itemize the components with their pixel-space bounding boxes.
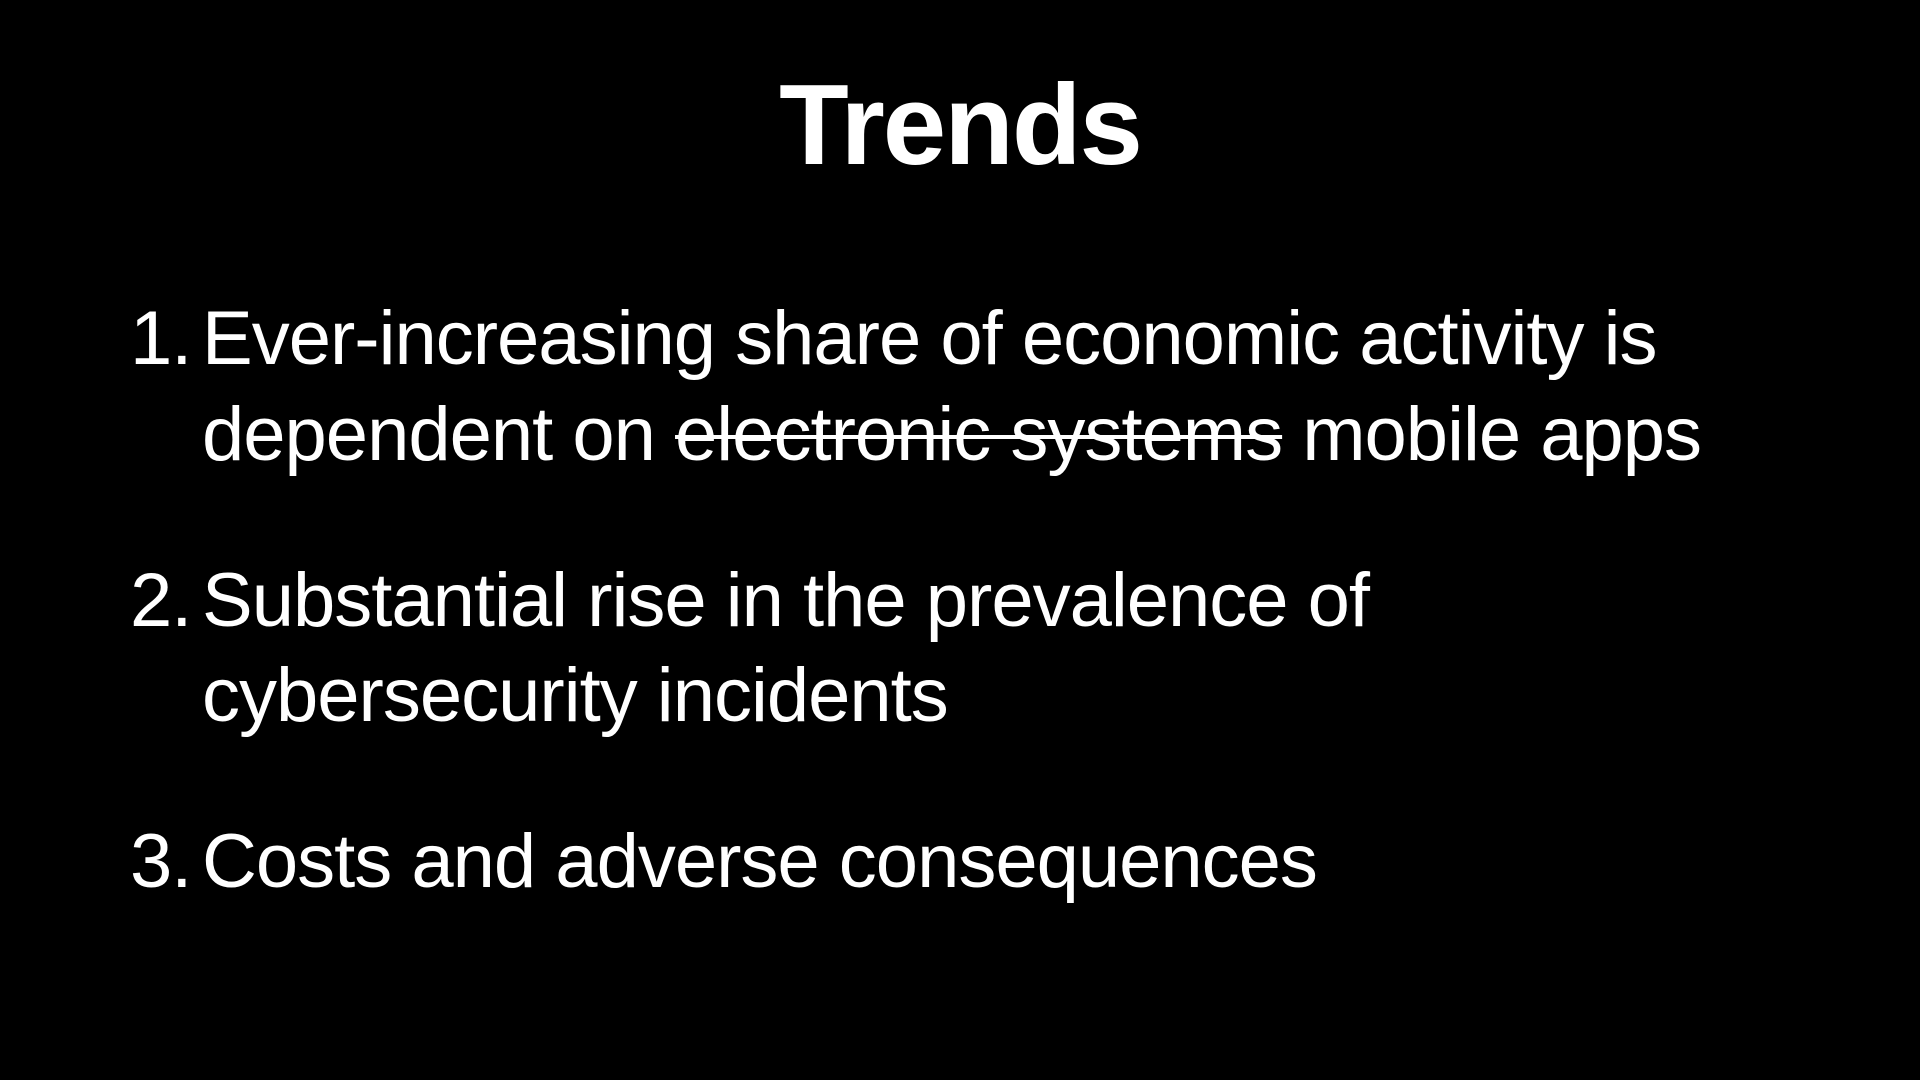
item-prefix: Costs and adverse consequences xyxy=(202,819,1317,904)
item-prefix: Substantial rise in the prevalence of cy… xyxy=(202,558,1369,739)
item-suffix: mobile apps xyxy=(1282,392,1701,477)
item-strikethrough: electronic systems xyxy=(675,392,1282,477)
list-item: Ever-increasing share of economic activi… xyxy=(130,291,1790,483)
list-item-text: Substantial rise in the prevalence of cy… xyxy=(202,553,1790,745)
list-item-text: Ever-increasing share of economic activi… xyxy=(202,291,1790,483)
list-item: Costs and adverse consequences xyxy=(130,814,1790,910)
trends-list: Ever-increasing share of economic activi… xyxy=(130,291,1790,910)
list-item-text: Costs and adverse consequences xyxy=(202,814,1790,910)
list-item: Substantial rise in the prevalence of cy… xyxy=(130,553,1790,745)
slide-title: Trends xyxy=(130,60,1790,191)
slide: Trends Ever-increasing share of economic… xyxy=(0,0,1920,1080)
